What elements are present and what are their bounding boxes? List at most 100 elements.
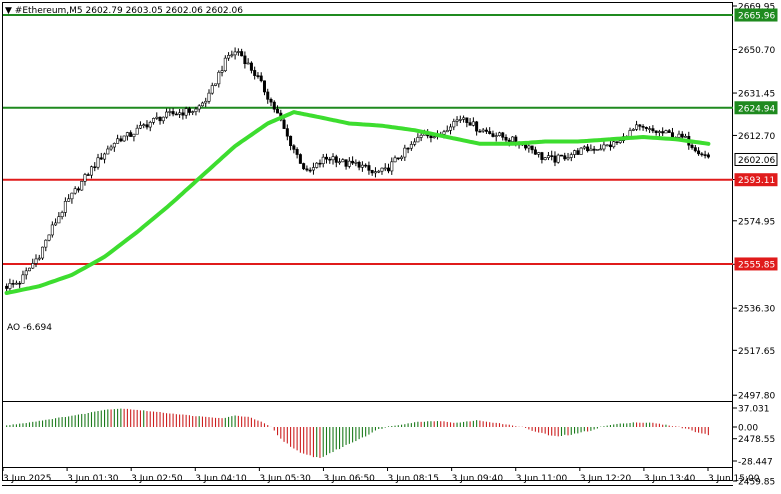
candle-body bbox=[99, 157, 103, 160]
ao-axis: 37.031 0.00 -28.447 bbox=[2, 401, 773, 468]
candle-body bbox=[608, 144, 612, 148]
candle-body bbox=[168, 111, 172, 113]
time-tick-label: 3 Jun 02:50 bbox=[131, 474, 183, 484]
candle-body bbox=[615, 141, 619, 144]
price-axis: 2669.952650.702631.452612.702593.202574.… bbox=[733, 3, 775, 488]
candle-body bbox=[357, 161, 361, 168]
candle-body bbox=[50, 224, 54, 236]
candle-body bbox=[93, 166, 97, 169]
moving-average-line bbox=[4, 110, 711, 295]
candle-body bbox=[308, 169, 312, 172]
candle-body bbox=[292, 145, 296, 150]
candle-body bbox=[276, 108, 280, 114]
candle-body bbox=[240, 51, 244, 57]
support-label: 2593.11 bbox=[738, 176, 775, 186]
candle-body bbox=[507, 139, 511, 142]
candle-body bbox=[21, 274, 25, 284]
candle-body bbox=[246, 62, 250, 65]
candle-body bbox=[129, 132, 133, 137]
candle-body bbox=[14, 282, 18, 285]
candle-body bbox=[667, 130, 671, 133]
candle-body bbox=[595, 149, 599, 151]
candle-body bbox=[249, 62, 253, 71]
candle-body bbox=[409, 144, 413, 149]
candle-body bbox=[491, 133, 495, 137]
awesome-oscillator-bars bbox=[6, 408, 709, 458]
candle-body bbox=[282, 119, 286, 129]
candle-body bbox=[37, 257, 41, 260]
time-tick-label: 3 Jun 04:10 bbox=[195, 474, 247, 484]
candle-body bbox=[631, 129, 635, 131]
support-label-bg bbox=[734, 257, 778, 271]
candle-body bbox=[380, 167, 384, 172]
level-labels: 2665.96 2624.94 2593.11 2555.85 2602.06 bbox=[734, 8, 778, 271]
candle-body bbox=[612, 141, 616, 148]
candle-body bbox=[654, 130, 658, 133]
candle-body bbox=[338, 161, 342, 164]
candle-body bbox=[602, 144, 606, 150]
candle-body bbox=[670, 132, 674, 138]
candle-body bbox=[47, 234, 51, 241]
candle-body bbox=[638, 124, 642, 127]
candle-body bbox=[171, 111, 175, 115]
candle-body bbox=[70, 192, 74, 200]
candle-body bbox=[635, 124, 639, 130]
candle-body bbox=[243, 55, 247, 65]
candle-body bbox=[644, 127, 648, 129]
candle-body bbox=[184, 108, 188, 116]
candle-body bbox=[419, 134, 423, 138]
candle-body bbox=[158, 116, 162, 122]
candle-body bbox=[67, 198, 71, 202]
price-tick-label: 2459.85 bbox=[738, 478, 775, 488]
candle-body bbox=[347, 160, 351, 167]
time-tick-label: 3 Jun 11:00 bbox=[516, 474, 568, 484]
candle-body bbox=[442, 131, 446, 135]
candle-body bbox=[556, 154, 560, 163]
candle-body bbox=[125, 132, 129, 137]
candle-body bbox=[76, 188, 80, 191]
price-tick-label: 2631.45 bbox=[738, 90, 775, 100]
candle-body bbox=[236, 51, 240, 53]
candle-body bbox=[106, 148, 110, 155]
candle-body bbox=[396, 157, 400, 160]
candle-body bbox=[63, 201, 67, 213]
candle-body bbox=[103, 153, 107, 160]
candle-body bbox=[497, 132, 501, 136]
candle-body bbox=[174, 113, 178, 116]
candle-body bbox=[233, 51, 237, 56]
candle-body bbox=[272, 101, 276, 110]
candle-body bbox=[119, 138, 123, 142]
candle-body bbox=[546, 155, 550, 158]
candle-body bbox=[586, 146, 590, 152]
candle-body bbox=[285, 128, 289, 137]
candle-body bbox=[96, 157, 100, 168]
candle-body bbox=[462, 117, 466, 120]
price-tick-label: 2517.65 bbox=[738, 347, 775, 357]
candle-body bbox=[360, 164, 364, 168]
time-axis: 3 Jun 2025 3 Jun 01:30 3 Jun 02:50 3 Jun 04… bbox=[2, 467, 760, 484]
candle-body bbox=[155, 116, 159, 119]
candle-body bbox=[344, 159, 348, 167]
candle-body bbox=[449, 126, 453, 131]
resistance-label-bg bbox=[734, 101, 778, 115]
price-levels bbox=[3, 14, 733, 265]
candle-body bbox=[455, 119, 459, 122]
candle-body bbox=[543, 157, 547, 160]
candle-body bbox=[24, 270, 28, 276]
price-tick-label: 2669.95 bbox=[738, 3, 775, 13]
candle-body bbox=[589, 148, 593, 152]
candle-body bbox=[488, 131, 492, 134]
candle-body bbox=[383, 167, 387, 170]
candle-body bbox=[112, 143, 116, 148]
candle-body bbox=[706, 154, 710, 158]
candle-body bbox=[471, 121, 475, 126]
candle-body bbox=[142, 124, 146, 126]
current-price-label-bg bbox=[734, 152, 778, 166]
candle-body bbox=[315, 162, 319, 168]
candle-body bbox=[132, 133, 136, 137]
ao-header: AO -6.694 bbox=[7, 323, 52, 333]
candle-body bbox=[73, 188, 77, 194]
candle-body bbox=[504, 136, 508, 141]
